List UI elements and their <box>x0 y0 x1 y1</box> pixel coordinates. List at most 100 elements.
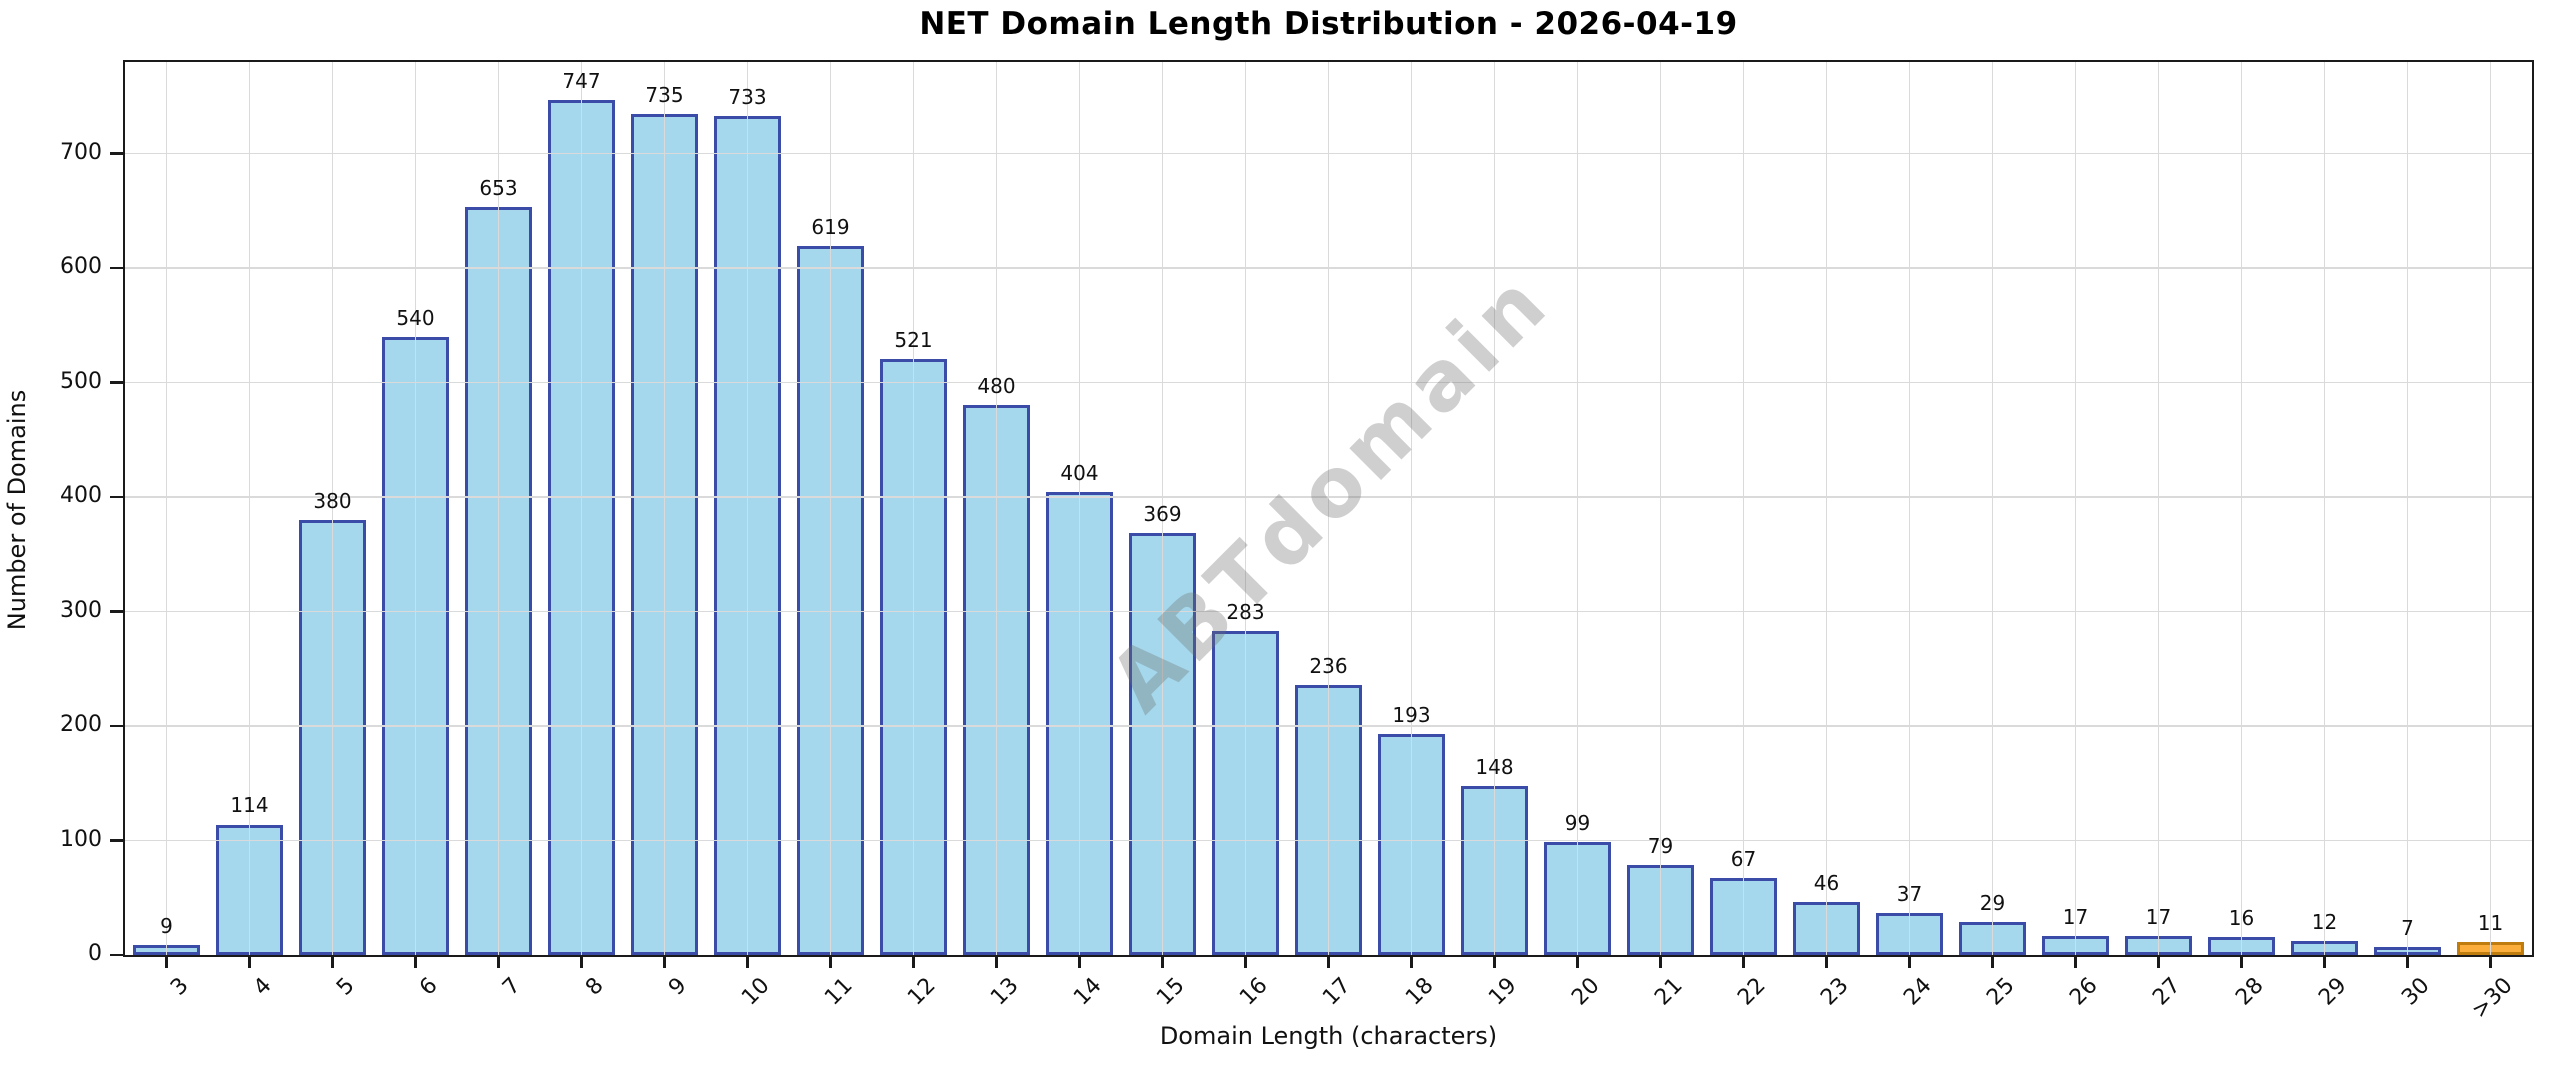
x-tick-mark <box>2240 955 2243 968</box>
bar-value-label: 17 <box>2062 904 2089 929</box>
y-tick-label: 700 <box>60 139 102 165</box>
x-tick-label: 12 <box>902 973 941 1011</box>
bar-value-label: 114 <box>230 793 269 818</box>
v-gridline <box>663 62 666 955</box>
v-gridline <box>1825 62 1828 955</box>
x-axis-title: Domain Length (characters) <box>1159 1022 1498 1050</box>
x-tick-label: 15 <box>1151 973 1190 1011</box>
y-tick-mark <box>110 381 123 384</box>
x-tick-label: 25 <box>1981 973 2020 1011</box>
y-tick-mark <box>110 839 123 842</box>
x-tick-label: 11 <box>819 973 858 1011</box>
v-gridline <box>1327 62 1330 955</box>
v-gridline <box>331 62 334 955</box>
y-tick-mark <box>110 266 123 270</box>
v-gridline <box>2074 62 2077 955</box>
x-tick-mark <box>1327 955 1330 968</box>
bar-value-label: 480 <box>977 374 1016 399</box>
bar-value-label: 747 <box>562 68 601 93</box>
v-gridline <box>2406 62 2409 955</box>
v-gridline <box>2240 62 2243 955</box>
x-tick-label: 21 <box>1649 973 1688 1011</box>
x-tick-mark <box>248 955 251 968</box>
v-gridline <box>1078 62 1081 955</box>
bar-value-label: 380 <box>313 488 352 513</box>
x-tick-mark <box>497 955 500 968</box>
x-tick-mark <box>414 955 417 968</box>
chart-title: NET Domain Length Distribution - 2026-04… <box>919 6 1738 42</box>
bar-value-label: 12 <box>2311 910 2338 935</box>
bar-value-label: 79 <box>1647 833 1674 858</box>
x-tick-mark <box>995 955 998 968</box>
x-tick-mark <box>1659 955 1662 968</box>
v-gridline <box>746 62 749 955</box>
v-gridline <box>1576 62 1579 955</box>
x-tick-label: 20 <box>1566 973 1605 1011</box>
v-gridline <box>1991 62 1994 955</box>
x-tick-label: 13 <box>985 973 1024 1011</box>
y-tick-mark <box>110 953 123 957</box>
bar-value-label: 540 <box>396 305 435 330</box>
y-tick-mark <box>110 610 123 613</box>
x-tick-label: 17 <box>1317 973 1356 1011</box>
x-tick-mark <box>580 955 583 968</box>
x-tick-mark <box>1742 955 1745 968</box>
x-tick-mark <box>165 955 168 968</box>
x-tick-label: 14 <box>1068 973 1107 1011</box>
x-tick-label: 9 <box>663 973 692 1001</box>
v-gridline <box>248 62 251 955</box>
y-tick-label: 200 <box>60 712 102 738</box>
v-gridline <box>580 62 583 955</box>
bar-value-label: 369 <box>1143 501 1182 526</box>
bar-value-label: 148 <box>1475 754 1514 779</box>
x-tick-label: 24 <box>1898 973 1937 1011</box>
x-tick-mark <box>1078 955 1081 968</box>
x-tick-mark <box>746 955 749 968</box>
bar-value-label: 67 <box>1730 847 1757 872</box>
y-axis-title: Number of Domains <box>3 389 31 631</box>
bar-value-label: 619 <box>811 215 850 240</box>
v-gridline <box>497 62 500 955</box>
y-tick-label: 0 <box>88 941 102 966</box>
bar-value-label: 404 <box>1060 461 1099 486</box>
y-tick-mark <box>110 152 123 155</box>
bar-value-label: 236 <box>1309 653 1348 678</box>
y-tick-mark <box>110 495 123 499</box>
bar-value-label: 99 <box>1564 810 1591 835</box>
v-gridline <box>912 62 915 955</box>
x-tick-mark <box>331 955 334 968</box>
x-tick-mark <box>912 955 915 968</box>
x-tick-mark <box>1161 955 1164 968</box>
bar-value-label: 7 <box>2401 915 2414 940</box>
x-tick-label: 5 <box>331 973 360 1001</box>
x-tick-label: 30 <box>2396 973 2435 1011</box>
x-tick-label: >30 <box>2466 973 2518 1024</box>
v-gridline <box>2489 62 2492 955</box>
bar-value-label: 46 <box>1813 871 1840 896</box>
x-tick-mark <box>2323 955 2326 968</box>
bar-value-label: 17 <box>2145 904 2172 929</box>
x-tick-mark <box>1493 955 1496 968</box>
y-tick-label: 100 <box>60 826 102 852</box>
y-tick-label: 400 <box>60 483 102 509</box>
bar-value-label: 9 <box>160 913 173 938</box>
v-gridline <box>1493 62 1496 955</box>
v-gridline <box>1908 62 1911 955</box>
v-gridline <box>1742 62 1745 955</box>
x-tick-label: 16 <box>1234 973 1273 1011</box>
x-tick-mark <box>1825 955 1828 968</box>
x-tick-label: 6 <box>414 973 443 1001</box>
y-tick-mark <box>110 724 123 728</box>
v-gridline <box>1161 62 1164 955</box>
x-tick-label: 26 <box>2064 973 2103 1011</box>
x-tick-label: 27 <box>2147 973 2186 1011</box>
v-gridline <box>2157 62 2160 955</box>
bar-value-label: 11 <box>2477 911 2504 936</box>
x-tick-label: 10 <box>736 973 775 1011</box>
x-tick-mark <box>1244 955 1247 968</box>
x-tick-mark <box>2406 955 2409 968</box>
bar-value-label: 193 <box>1392 703 1431 728</box>
x-tick-label: 19 <box>1483 973 1522 1011</box>
v-gridline <box>1410 62 1413 955</box>
